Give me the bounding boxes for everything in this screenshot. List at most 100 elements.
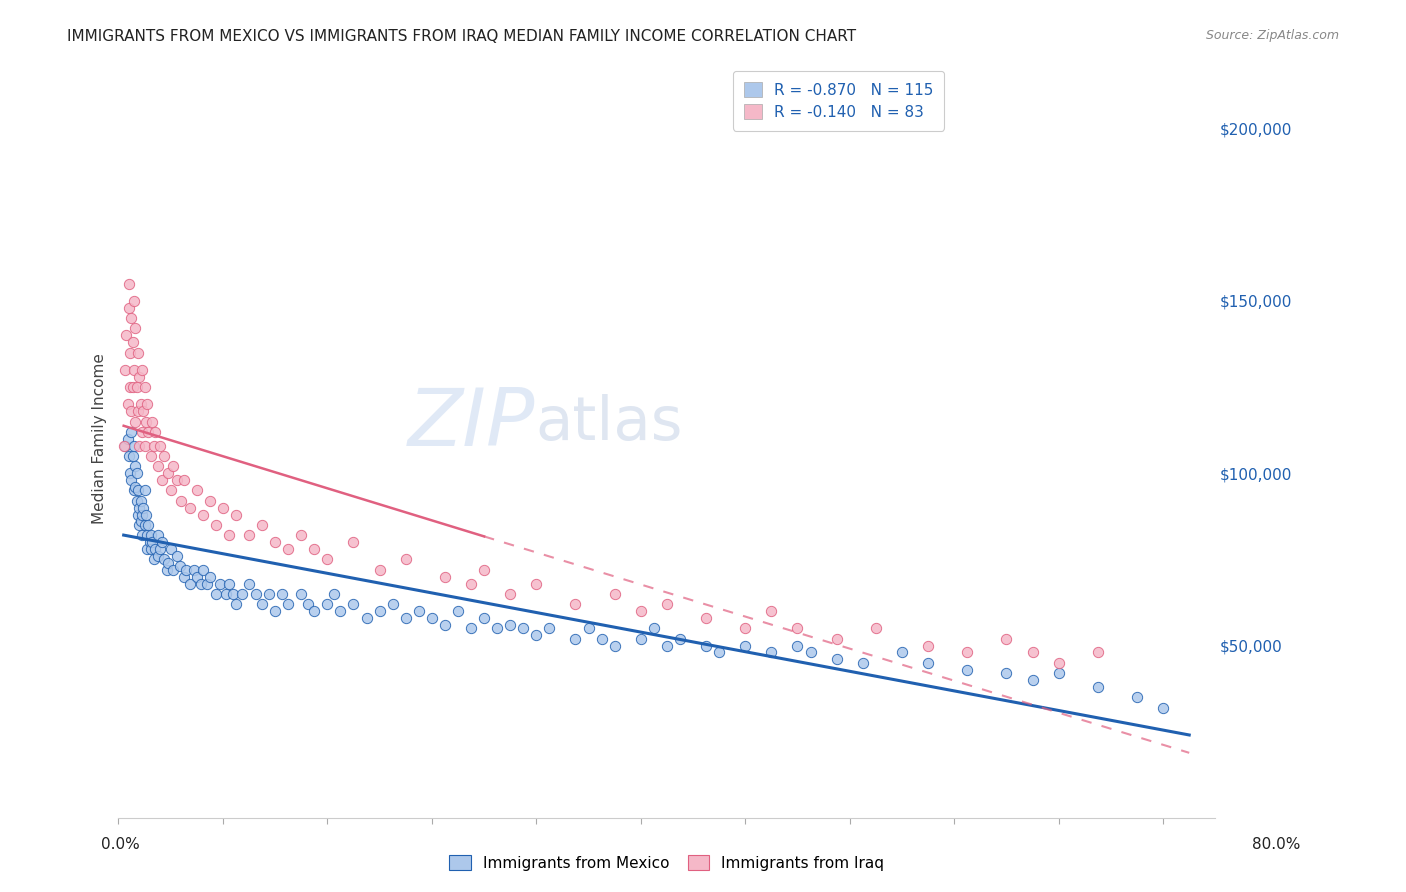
Point xyxy=(115,328,138,343)
Point xyxy=(524,628,547,642)
Point xyxy=(734,639,756,653)
Point xyxy=(186,569,208,583)
Point xyxy=(1087,645,1109,659)
Point xyxy=(460,621,482,635)
Point xyxy=(218,528,240,542)
Point xyxy=(956,663,979,677)
Point xyxy=(447,604,470,618)
Point xyxy=(118,277,141,291)
Point xyxy=(157,556,180,570)
Point xyxy=(761,645,783,659)
Point xyxy=(591,632,613,646)
Point xyxy=(825,632,848,646)
Point xyxy=(486,621,509,635)
Point xyxy=(142,552,165,566)
Point xyxy=(250,517,273,532)
Point xyxy=(297,597,319,611)
Point xyxy=(630,632,652,646)
Point xyxy=(238,528,260,542)
Point xyxy=(156,563,179,577)
Point xyxy=(342,597,364,611)
Point xyxy=(122,363,145,377)
Point xyxy=(433,569,456,583)
Point xyxy=(124,415,146,429)
Point xyxy=(139,528,162,542)
Point xyxy=(245,587,267,601)
Point xyxy=(142,439,165,453)
Point xyxy=(125,493,148,508)
Point xyxy=(120,345,142,359)
Point xyxy=(135,415,157,429)
Point xyxy=(134,483,156,498)
Point xyxy=(214,587,236,601)
Point xyxy=(117,432,139,446)
Point xyxy=(270,587,292,601)
Point xyxy=(222,587,245,601)
Point xyxy=(135,508,157,522)
Point xyxy=(129,397,152,411)
Point xyxy=(150,473,173,487)
Point xyxy=(917,656,939,670)
Point xyxy=(1047,666,1070,681)
Point xyxy=(121,380,143,394)
Point xyxy=(121,404,143,418)
Point xyxy=(1087,680,1109,694)
Point xyxy=(124,480,146,494)
Point xyxy=(655,597,678,611)
Point xyxy=(129,493,152,508)
Point xyxy=(179,576,201,591)
Point xyxy=(127,508,149,522)
Point xyxy=(122,483,145,498)
Point xyxy=(139,535,162,549)
Point xyxy=(146,528,169,542)
Point xyxy=(143,542,166,557)
Point xyxy=(146,459,169,474)
Point xyxy=(290,587,312,601)
Point xyxy=(603,639,626,653)
Point xyxy=(472,563,495,577)
Point xyxy=(257,587,280,601)
Point xyxy=(316,552,339,566)
Point xyxy=(128,517,150,532)
Point xyxy=(159,542,181,557)
Point xyxy=(134,380,156,394)
Point xyxy=(433,618,456,632)
Point xyxy=(131,425,153,439)
Point xyxy=(825,652,848,666)
Point xyxy=(524,576,547,591)
Point xyxy=(146,549,169,563)
Point xyxy=(695,611,717,625)
Point xyxy=(138,425,160,439)
Point xyxy=(460,576,482,591)
Point xyxy=(114,439,136,453)
Point xyxy=(121,449,143,463)
Point xyxy=(150,535,173,549)
Point xyxy=(655,639,678,653)
Point xyxy=(166,549,188,563)
Point xyxy=(368,563,391,577)
Point xyxy=(564,597,586,611)
Point xyxy=(603,587,626,601)
Legend: R = -0.870   N = 115, R = -0.140   N = 83: R = -0.870 N = 115, R = -0.140 N = 83 xyxy=(733,71,945,130)
Point xyxy=(1047,656,1070,670)
Point xyxy=(159,483,181,498)
Point xyxy=(499,587,522,601)
Point xyxy=(695,639,717,653)
Point xyxy=(381,597,404,611)
Point xyxy=(136,542,159,557)
Point xyxy=(170,493,193,508)
Point xyxy=(128,500,150,515)
Text: Source: ZipAtlas.com: Source: ZipAtlas.com xyxy=(1205,29,1339,42)
Point xyxy=(136,397,159,411)
Point xyxy=(707,645,730,659)
Point xyxy=(121,335,143,350)
Point xyxy=(193,563,215,577)
Point xyxy=(121,311,143,326)
Point xyxy=(157,467,180,481)
Point xyxy=(290,528,312,542)
Point xyxy=(198,569,221,583)
Point xyxy=(121,473,143,487)
Point xyxy=(118,301,141,315)
Point xyxy=(153,552,176,566)
Point xyxy=(114,363,136,377)
